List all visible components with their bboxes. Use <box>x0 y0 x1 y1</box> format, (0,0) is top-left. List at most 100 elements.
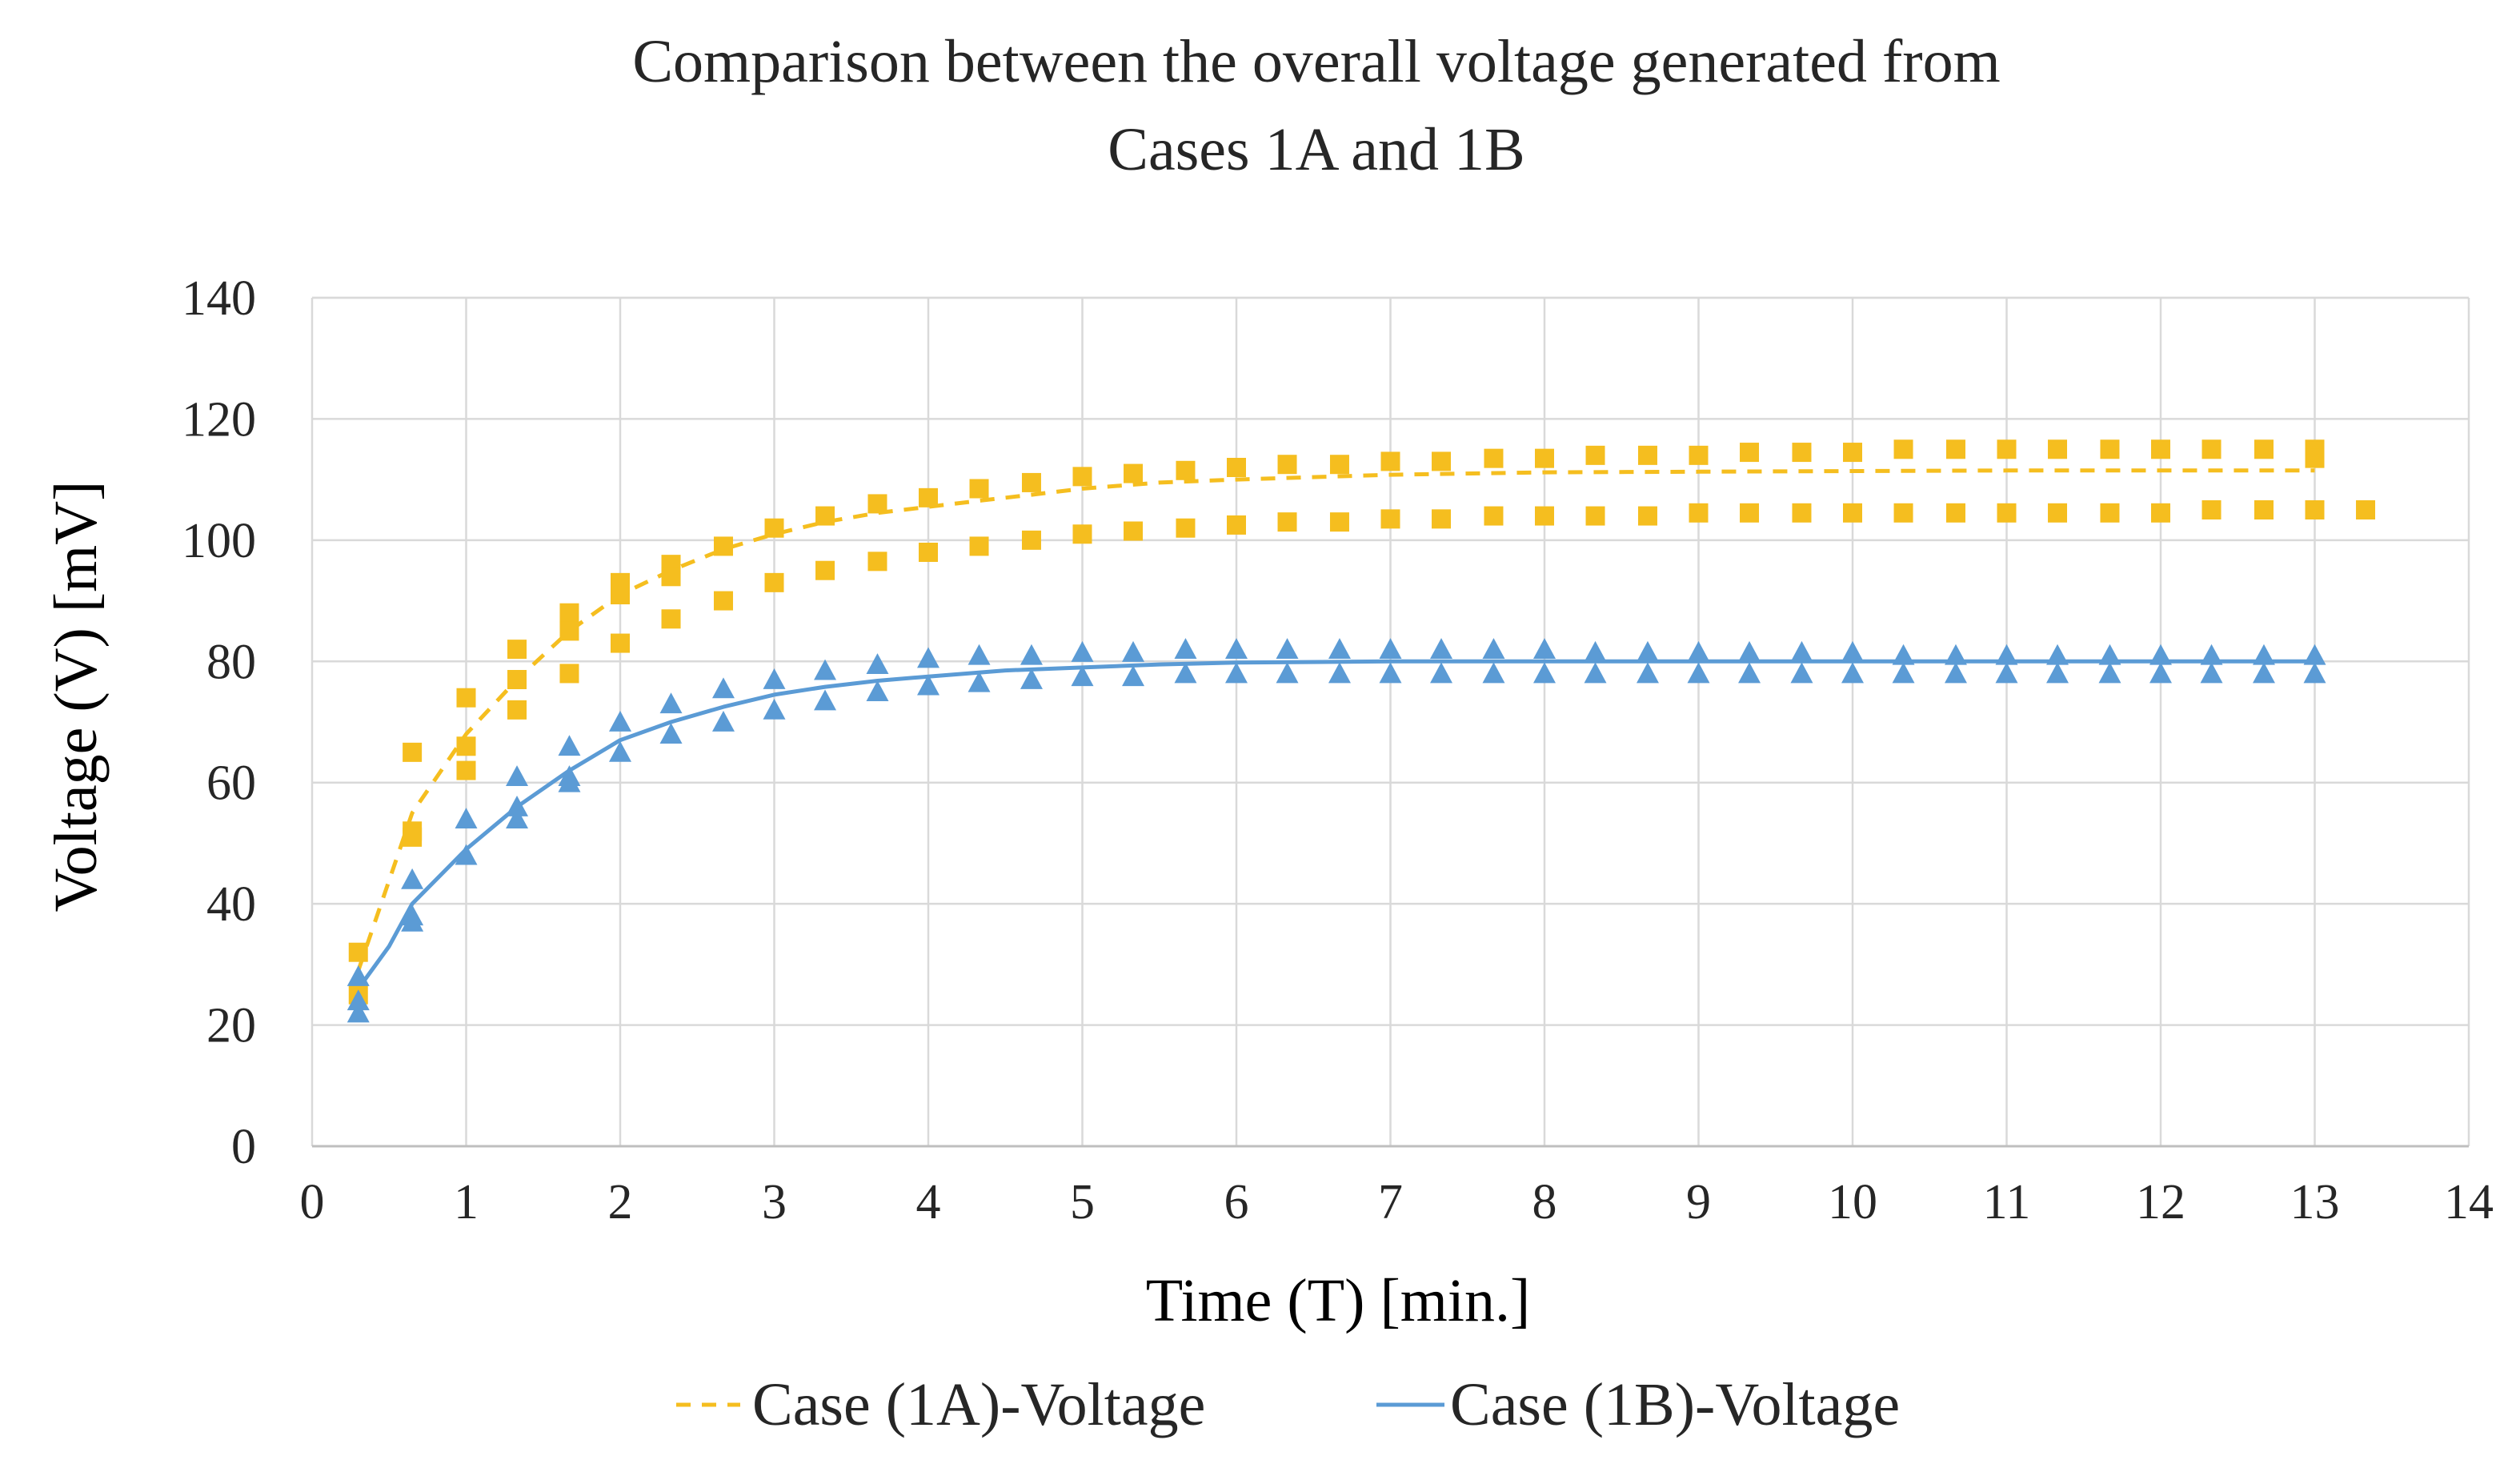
point-case-1b <box>1995 644 2018 665</box>
chart-title-line-2: Cases 1A and 1B <box>1108 116 1524 183</box>
legend-label-case-1a: Case (1A)-Voltage <box>752 1371 1205 1438</box>
point-case-1a <box>1843 503 1862 523</box>
point-case-1b <box>609 711 631 732</box>
point-case-1a <box>1484 506 1504 526</box>
point-case-1b <box>1071 665 1094 687</box>
point-case-1a <box>1124 521 1144 541</box>
point-case-1b <box>1892 662 1915 684</box>
point-case-1b <box>1995 662 2018 684</box>
point-case-1b <box>558 771 581 792</box>
point-case-1a <box>919 487 938 507</box>
point-case-1a <box>867 551 887 572</box>
point-case-1b <box>1020 644 1043 665</box>
point-case-1b <box>1687 662 1710 684</box>
plot-frame <box>312 296 2469 1148</box>
point-case-1b <box>1841 662 1864 684</box>
point-case-1b <box>1430 662 1453 684</box>
point-case-1a <box>1072 524 1092 544</box>
point-case-1b <box>506 765 529 787</box>
point-case-1b <box>1584 662 1607 684</box>
point-case-1b <box>917 674 939 696</box>
point-case-1a <box>1893 503 1913 523</box>
x-tick-label: 9 <box>1686 1175 1711 1229</box>
point-case-1b <box>506 796 529 816</box>
point-case-1a <box>1535 448 1554 468</box>
point-case-1a <box>764 518 784 538</box>
point-case-1b <box>1738 662 1761 684</box>
point-case-1b <box>1174 638 1197 660</box>
point-case-1b <box>347 965 370 986</box>
point-case-1b <box>2200 662 2223 684</box>
point-case-1a <box>1637 506 1657 526</box>
point-case-1a <box>2305 448 2325 468</box>
point-case-1a <box>1124 463 1144 483</box>
point-case-1b <box>1944 644 1967 665</box>
x-tick-label: 8 <box>1532 1175 1557 1229</box>
point-case-1a <box>611 633 630 653</box>
point-case-1a <box>661 567 681 587</box>
y-tick-label: 60 <box>206 756 256 811</box>
y-tick-labels: 0 20 40 60 80 100 120 140 <box>182 271 256 1174</box>
point-case-1b <box>1276 638 1299 660</box>
point-case-1b <box>968 671 991 692</box>
point-case-1b <box>1122 640 1145 662</box>
point-case-1b <box>2252 644 2275 665</box>
point-case-1a <box>1021 472 1041 492</box>
point-case-1b <box>1584 640 1607 662</box>
point-case-1a <box>403 827 423 847</box>
point-case-1a <box>1945 503 1965 523</box>
point-case-1a <box>2305 500 2325 519</box>
point-case-1a <box>815 506 835 526</box>
point-case-1b <box>1276 662 1299 684</box>
point-case-1a <box>403 742 423 762</box>
point-case-1a <box>1227 515 1246 535</box>
point-case-1a <box>456 736 476 756</box>
x-tick-label: 14 <box>2444 1175 2494 1229</box>
x-tick-label: 11 <box>1983 1175 2031 1229</box>
point-case-1a <box>1072 467 1092 487</box>
point-case-1a <box>2151 503 2170 523</box>
point-case-1b <box>455 844 478 865</box>
x-tick-label: 12 <box>2136 1175 2185 1229</box>
point-case-1a <box>969 536 989 556</box>
point-case-1a <box>2048 503 2068 523</box>
point-case-1b <box>1687 640 1710 662</box>
point-case-1b <box>1379 662 1402 684</box>
point-case-1a <box>2254 439 2274 459</box>
x-tick-label: 3 <box>762 1175 787 1229</box>
point-case-1a <box>2100 439 2120 459</box>
point-case-1b <box>1122 665 1145 687</box>
point-case-1a <box>1945 439 1965 459</box>
point-case-1b <box>1533 638 1556 660</box>
point-case-1b <box>763 698 786 720</box>
x-tick-label: 5 <box>1070 1175 1095 1229</box>
point-case-1a <box>1176 460 1196 480</box>
point-case-1b <box>2046 644 2069 665</box>
point-case-1b <box>1071 640 1094 662</box>
point-case-1a <box>1021 530 1041 550</box>
point-case-1a <box>2100 503 2120 523</box>
point-case-1b <box>2200 644 2223 665</box>
point-case-1b <box>814 659 837 680</box>
point-case-1a <box>1484 448 1504 468</box>
y-axis-title: Voltage (V) [mV] <box>42 481 110 912</box>
x-tick-label: 10 <box>1828 1175 1877 1229</box>
x-tick-labels: 0 1 2 3 4 5 6 7 8 9 10 11 12 13 14 <box>300 1175 2494 1229</box>
point-case-1a <box>867 494 887 514</box>
point-case-1b <box>401 868 424 889</box>
point-case-1b <box>347 989 370 1011</box>
x-tick-label: 4 <box>916 1175 941 1229</box>
point-case-1b <box>1430 638 1453 660</box>
point-case-1a <box>1380 451 1400 471</box>
point-case-1a <box>611 585 630 604</box>
point-case-1a <box>2201 500 2222 519</box>
point-case-1b <box>2149 644 2172 665</box>
chart-title-line-1: Comparison between the overall voltage g… <box>632 28 2000 95</box>
legend-label-case-1b: Case (1B)-Voltage <box>1450 1371 1900 1438</box>
point-case-1b <box>1328 638 1351 660</box>
point-case-1a <box>2201 439 2222 459</box>
point-case-1b <box>1482 662 1505 684</box>
point-case-1a <box>456 760 476 780</box>
